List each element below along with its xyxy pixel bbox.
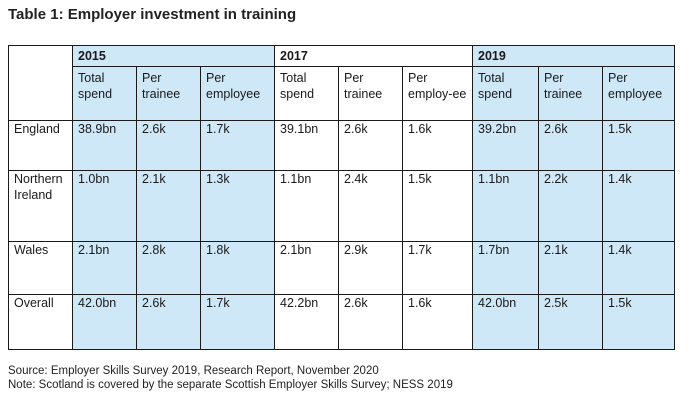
row-label: England	[8, 120, 73, 171]
source-note: Source: Employer Skills Survey 2019, Res…	[8, 365, 379, 377]
table-cell: 1.4k	[602, 170, 675, 242]
table-cell: 1.5k	[402, 170, 473, 242]
row-label: Northern Ireland	[8, 170, 73, 242]
table-cell: 2.1k	[538, 241, 603, 295]
subheader-per-trainee: Per trainee	[538, 66, 603, 121]
table-cell: 1.5k	[602, 120, 675, 171]
table-title: Table 1: Employer investment in training	[8, 6, 297, 23]
table-cell: 39.2bn	[472, 120, 539, 171]
table-cell: 2.6k	[538, 120, 603, 171]
year-header-2019: 2019	[472, 45, 675, 67]
table-row: Wales 2.1bn 2.8k 1.8k 2.1bn 2.9k 1.7k 1.7bn 2.1k…	[8, 241, 675, 295]
year-header-2017: 2017	[274, 45, 473, 67]
table-cell: 2.6k	[136, 120, 201, 171]
table-cell: 2.1bn	[72, 241, 137, 295]
scope-note: Note: Scotland is covered by the separat…	[8, 379, 453, 391]
subheader-total-spend: Total spend	[72, 66, 137, 121]
table-cell: 2.6k	[136, 294, 201, 350]
table-cell: 1.1bn	[274, 170, 339, 242]
row-label: Overall	[8, 294, 73, 350]
table-row: Overall 42.0bn 2.6k 1.7k 42.2bn 2.6k 1.6k 42.0b…	[8, 294, 675, 350]
table-cell: 1.4k	[602, 241, 675, 295]
table-cell: 1.8k	[200, 241, 275, 295]
table-cell: 1.3k	[200, 170, 275, 242]
table-cell: 1.0bn	[72, 170, 137, 242]
table-cell: 1.5k	[602, 294, 675, 350]
corner-cell	[8, 45, 73, 121]
subheader-per-employee: Per employee	[200, 66, 275, 121]
table-cell: 2.5k	[538, 294, 603, 350]
table-cell: 2.2k	[538, 170, 603, 242]
table-cell: 1.7bn	[472, 241, 539, 295]
table-cell: 42.2bn	[274, 294, 339, 350]
table-cell: 2.1bn	[274, 241, 339, 295]
table-cell: 2.4k	[338, 170, 403, 242]
subheader-per-trainee: Per trainee	[136, 66, 201, 121]
table-cell: 42.0bn	[472, 294, 539, 350]
subheader-total-spend: Total spend	[472, 66, 539, 121]
table-row: Northern Ireland 1.0bn 2.1k 1.3k 1.1bn 2.4k 1.…	[8, 170, 675, 242]
table-cell: 2.6k	[338, 294, 403, 350]
year-header-2015: 2015	[72, 45, 275, 67]
table-cell: 2.6k	[338, 120, 403, 171]
table-cell: 1.1bn	[472, 170, 539, 242]
table-cell: 1.7k	[200, 120, 275, 171]
subheader-total-spend: Total spend	[274, 66, 339, 121]
table-cell: 1.6k	[402, 120, 473, 171]
row-label: Wales	[8, 241, 73, 295]
table-cell: 1.7k	[402, 241, 473, 295]
table-cell: 39.1bn	[274, 120, 339, 171]
subheader-per-employee: Per employee	[602, 66, 675, 121]
table-cell: 2.9k	[338, 241, 403, 295]
table-cell: 38.9bn	[72, 120, 137, 171]
table-cell: 1.6k	[402, 294, 473, 350]
table-row: England 38.9bn 2.6k 1.7k 39.1bn 2.6k 1.6k 39.2b…	[8, 120, 675, 171]
employer-investment-table: 2015 2017 2019 Total spend Per trainee P…	[8, 45, 675, 350]
table-cell: 2.8k	[136, 241, 201, 295]
table-cell: 1.7k	[200, 294, 275, 350]
table-cell: 42.0bn	[72, 294, 137, 350]
subheader-per-trainee: Per trainee	[338, 66, 403, 121]
subheader-per-employee: Per employ-ee	[402, 66, 473, 121]
table-notes: Source: Employer Skills Survey 2019, Res…	[8, 364, 453, 392]
table-cell: 2.1k	[136, 170, 201, 242]
